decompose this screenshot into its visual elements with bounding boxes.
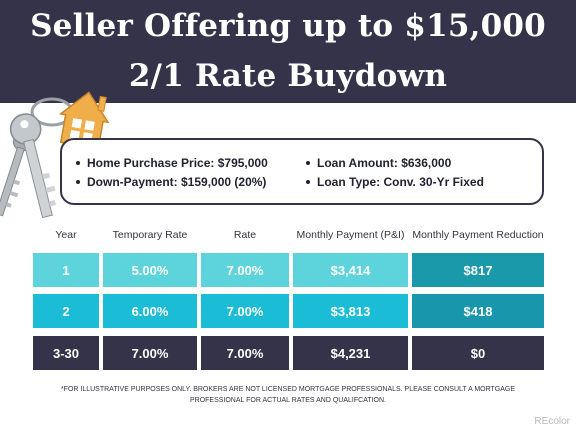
- title-line-2: 2/1 Rate Buydown: [128, 58, 448, 94]
- row1-payment-reduction: $817: [412, 253, 544, 287]
- row1-year: 1: [33, 253, 99, 287]
- row1-monthly-payment: $3,414: [293, 253, 408, 287]
- header-monthly-payment: Monthly Payment (P&I): [296, 229, 405, 241]
- loan-details-left: Home Purchase Price: $795,000 Down-Payme…: [76, 154, 268, 192]
- loan-amount: Loan Amount: $636,000: [306, 154, 484, 173]
- header-payment-reduction: Monthly Payment Reduction: [412, 229, 544, 241]
- row1-temporary-rate: 5.00%: [103, 253, 197, 287]
- row3-rate: 7.00%: [201, 336, 289, 370]
- row3-year: 3-30: [33, 336, 99, 370]
- header-year: Year: [55, 229, 77, 241]
- house-keys-icon: [0, 91, 110, 219]
- row3-monthly-payment: $4,231: [293, 336, 408, 370]
- row2-year: 2: [33, 294, 99, 328]
- down-payment: Down-Payment: $159,000 (20%): [76, 173, 268, 192]
- header-banner: Seller Offering up to $15,000 2/1 Rate B…: [0, 0, 576, 103]
- row2-payment-reduction: $418: [412, 294, 544, 328]
- row2-temporary-rate: 6.00%: [103, 294, 197, 328]
- disclaimer-line-2: PROFESSIONAL FOR ACTUAL RATES AND QUALIF…: [189, 397, 387, 404]
- header-rate: Rate: [233, 229, 257, 241]
- disclaimer: *FOR ILLUSTRATIVE PURPOSES ONLY. BROKERS…: [40, 384, 536, 406]
- home-purchase-price: Home Purchase Price: $795,000: [76, 154, 268, 173]
- row1-rate: 7.00%: [201, 253, 289, 287]
- title-line-1: Seller Offering up to $15,000: [30, 8, 546, 44]
- header-temporary-rate: Temporary Rate: [112, 229, 188, 241]
- watermark: REcolor: [534, 416, 570, 427]
- loan-type: Loan Type: Conv. 30-Yr Fixed: [306, 173, 484, 192]
- loan-details-box: Home Purchase Price: $795,000 Down-Payme…: [60, 138, 544, 205]
- row2-rate: 7.00%: [201, 294, 289, 328]
- loan-details-right: Loan Amount: $636,000 Loan Type: Conv. 3…: [306, 154, 484, 192]
- row3-temporary-rate: 7.00%: [103, 336, 197, 370]
- disclaimer-line-1: *FOR ILLUSTRATIVE PURPOSES ONLY. BROKERS…: [60, 386, 516, 393]
- row2-monthly-payment: $3,813: [293, 294, 408, 328]
- row3-payment-reduction: $0: [412, 336, 544, 370]
